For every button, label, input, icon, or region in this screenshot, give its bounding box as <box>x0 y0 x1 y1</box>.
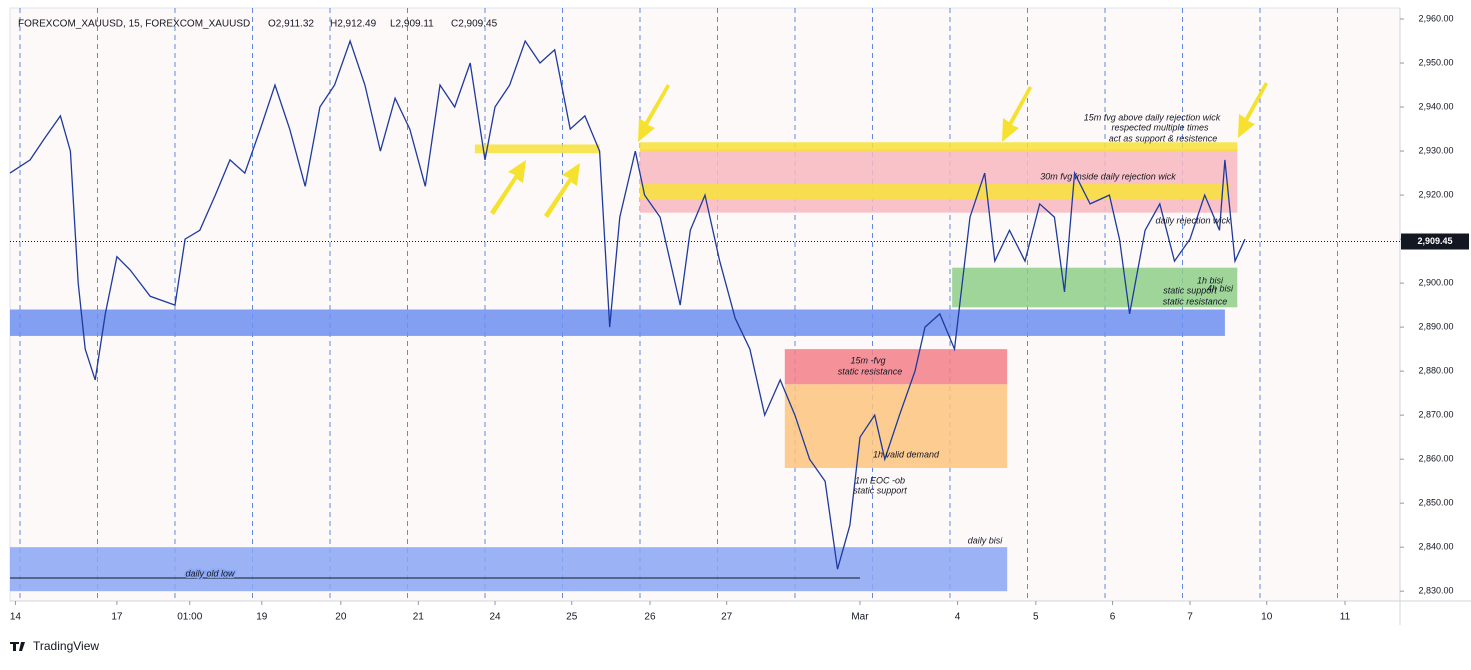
zone <box>639 142 1238 152</box>
annotation: daily old low <box>185 568 235 578</box>
x-tick-label: 26 <box>644 612 656 623</box>
arrows <box>490 82 1268 218</box>
y-tick-label: 2,900.00 <box>1418 277 1453 287</box>
annotation: act as support & resistence <box>1109 133 1218 143</box>
x-tick-label: 11 <box>1340 612 1351 623</box>
x-tick-label: 6 <box>1110 612 1116 623</box>
annotation: static support <box>853 485 907 495</box>
close: C2,909.45 <box>451 19 498 30</box>
annotation: 4h bisi <box>1207 283 1234 293</box>
arrow <box>490 160 526 215</box>
arrow <box>638 84 670 142</box>
annotation: daily rejection wick <box>1155 215 1231 225</box>
logo-icon <box>10 642 25 651</box>
x-tick-label: 7 <box>1187 612 1193 623</box>
zone <box>10 309 1225 336</box>
x-tick-label: Mar <box>851 612 869 623</box>
low: L2,909.11 <box>390 19 434 30</box>
annotation: static resistance <box>838 366 903 376</box>
x-tick-label: 17 <box>111 612 123 623</box>
arrow <box>1002 86 1032 142</box>
annotation: static support <box>1163 285 1217 295</box>
arrow <box>1238 82 1268 138</box>
y-tick-label: 2,880.00 <box>1418 366 1453 376</box>
x-tick-label: 14 <box>10 612 22 623</box>
x-tick-label: 20 <box>335 612 347 623</box>
x-tick-label: 21 <box>413 612 425 623</box>
annotation: 1h bisi <box>1197 275 1224 285</box>
open: O2,911.32 <box>268 19 314 30</box>
x-tick-label: 27 <box>721 612 733 623</box>
zone <box>784 349 1008 385</box>
x-tick-label: 25 <box>566 612 578 623</box>
annotation: 30m fvg inside daily rejection wick <box>1040 171 1176 181</box>
y-tick-label: 2,920.00 <box>1418 189 1453 199</box>
x-tick-label: 24 <box>489 612 501 623</box>
annotation: 15m -fvg <box>850 355 885 365</box>
zone <box>952 267 1238 308</box>
annotation: 15m fvg above daily rejection wick <box>1084 112 1221 122</box>
x-tick-label: 19 <box>256 612 268 623</box>
y-tick-label: 2,830.00 <box>1418 586 1453 596</box>
zone <box>474 144 600 154</box>
y-tick-label: 2,870.00 <box>1418 410 1453 420</box>
last-price-box <box>1401 233 1469 250</box>
y-tick-label: 2,960.00 <box>1418 13 1453 23</box>
y-tick-label: 2,840.00 <box>1418 542 1453 552</box>
x-tick-label: 4 <box>955 612 961 623</box>
symbol: FOREXCOM_XAUUSD, 15, FOREXCOM_XAUUSD <box>18 19 250 30</box>
annotation: respected multiple times <box>1111 122 1209 132</box>
price-line <box>9 39 1246 570</box>
last-price-label: 2,909.45 <box>1417 236 1452 246</box>
logo: TradingView <box>33 639 99 653</box>
annotation: 1m EOC -ob <box>855 475 905 485</box>
x-tick-label: 01:00 <box>177 612 202 623</box>
y-tick-label: 2,930.00 <box>1418 145 1453 155</box>
y-tick-label: 2,950.00 <box>1418 57 1453 67</box>
y-tick-label: 2,860.00 <box>1418 454 1453 464</box>
high: H2,912.49 <box>330 19 377 30</box>
annotation: static resistance <box>1163 296 1228 306</box>
arrow <box>544 163 580 218</box>
annotation: daily bisi <box>968 535 1004 545</box>
zone <box>639 148 1238 213</box>
y-tick-label: 2,940.00 <box>1418 101 1453 111</box>
y-tick-label: 2,850.00 <box>1418 498 1453 508</box>
zone <box>639 184 1229 200</box>
zone <box>10 547 1008 592</box>
x-tick-label: 10 <box>1261 612 1273 623</box>
x-tick-label: 5 <box>1033 612 1039 623</box>
y-tick-label: 2,890.00 <box>1418 321 1453 331</box>
annotation: 1h valid demand <box>873 449 940 459</box>
